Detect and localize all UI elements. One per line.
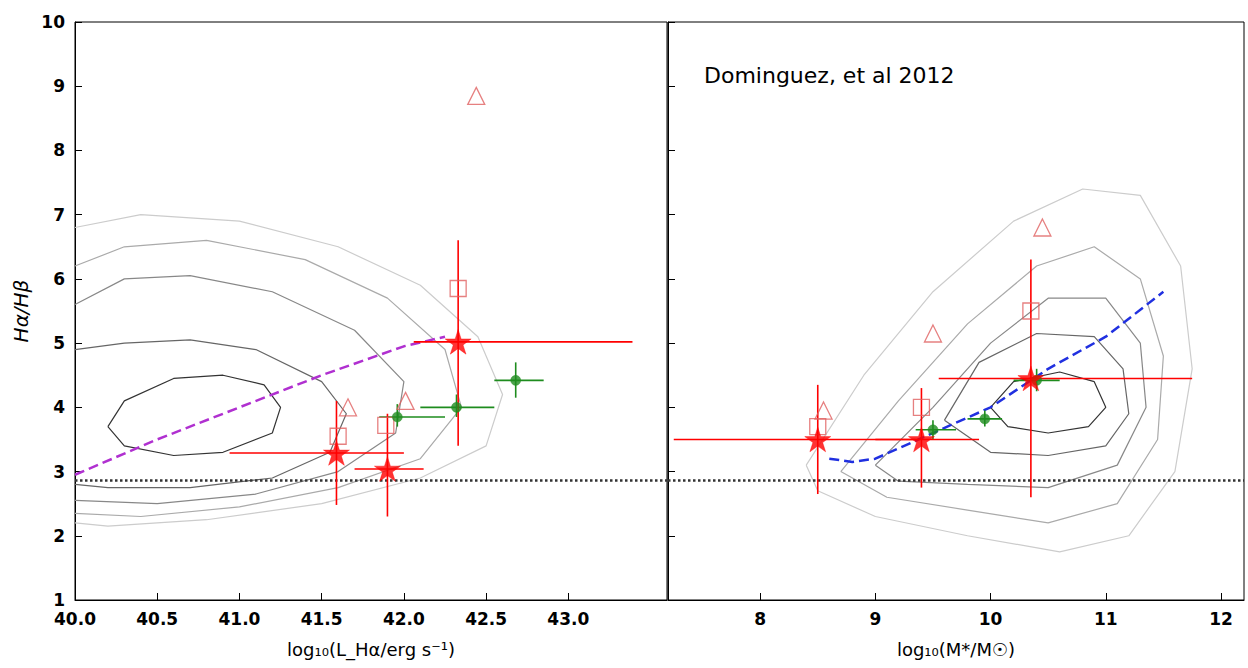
svg-text:9: 9	[869, 609, 881, 629]
svg-text:2: 2	[53, 526, 65, 546]
svg-text:5: 5	[53, 333, 65, 353]
svg-text:9: 9	[53, 76, 65, 96]
svg-text:40.0: 40.0	[54, 609, 96, 629]
svg-text:12: 12	[1209, 609, 1233, 629]
svg-text:4: 4	[53, 397, 65, 417]
svg-text:8: 8	[53, 140, 65, 160]
svg-text:41.5: 41.5	[301, 609, 343, 629]
svg-text:Hα/Hβ: Hα/Hβ	[9, 279, 33, 342]
svg-text:1: 1	[53, 590, 65, 610]
svg-text:41.0: 41.0	[218, 609, 260, 629]
svg-text:log₁₀(M*/M☉): log₁₀(M*/M☉)	[897, 639, 1015, 660]
svg-text:42.5: 42.5	[465, 609, 507, 629]
svg-text:8: 8	[754, 609, 766, 629]
svg-text:40.5: 40.5	[136, 609, 178, 629]
svg-text:7: 7	[53, 205, 65, 225]
svg-text:Dominguez, et al 2012: Dominguez, et al 2012	[704, 63, 955, 88]
svg-text:log₁₀(L_Hα/erg s⁻¹): log₁₀(L_Hα/erg s⁻¹)	[287, 639, 455, 661]
svg-text:11: 11	[1094, 609, 1118, 629]
svg-text:43.0: 43.0	[547, 609, 589, 629]
svg-text:10: 10	[41, 12, 65, 32]
svg-text:6: 6	[53, 269, 65, 289]
svg-text:42.0: 42.0	[383, 609, 425, 629]
svg-text:3: 3	[53, 462, 65, 482]
svg-text:10: 10	[979, 609, 1003, 629]
